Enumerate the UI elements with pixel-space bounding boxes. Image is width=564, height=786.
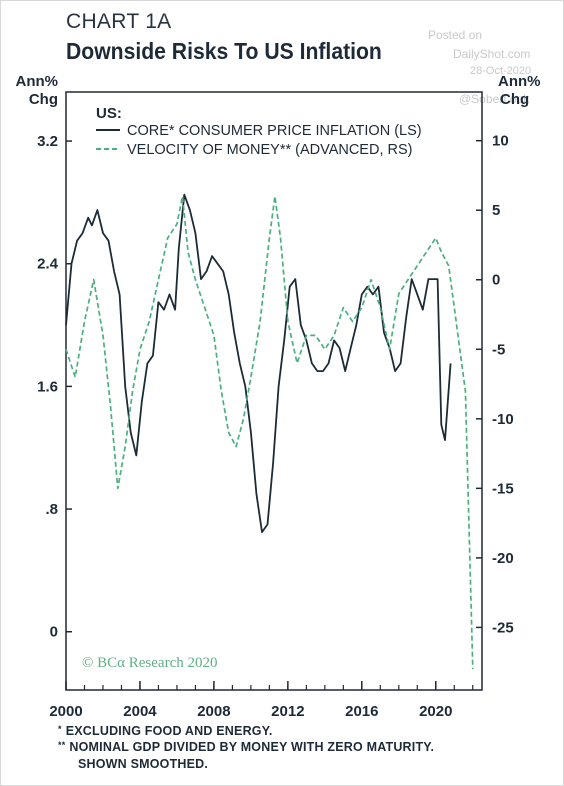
left-axis-tick-label: 1.6 — [37, 378, 58, 395]
chart-number-label: CHART 1A — [66, 10, 172, 33]
right-axis-tick-label: -5 — [492, 341, 505, 358]
x-axis-tick-label: 2004 — [123, 703, 157, 720]
series-line-core-cpi — [65, 193, 452, 533]
right-axis-tick-label: 5 — [492, 202, 500, 219]
left-axis-tick-label: .8 — [45, 501, 58, 518]
plot-area-border — [65, 91, 483, 691]
footnote-1: * EXCLUDING FOOD AND ENERGY. — [58, 724, 273, 738]
right-axis-tick-label: -20 — [492, 550, 514, 567]
right-axis-unit-label-line1: Ann% — [498, 73, 541, 90]
footnote-2: ** NOMINAL GDP DIVIDED BY MONEY WITH ZERO… — [58, 740, 434, 754]
footnote-2-text-line1: NOMINAL GDP DIVIDED BY MONEY WITH ZERO M… — [69, 740, 435, 754]
footnote-1-marker: * — [58, 724, 62, 734]
right-axis-tick-label: -25 — [492, 619, 514, 636]
right-axis-tick-label: -10 — [492, 411, 514, 428]
left-axis-unit-label-line1: Ann% — [16, 73, 59, 90]
legend-core-label: CORE* CONSUMER PRICE INFLATION (LS) — [127, 123, 422, 139]
footnote-2-text-line2: SHOWN SMOOTHED. — [78, 757, 209, 771]
x-axis-tick-label: 2016 — [345, 703, 378, 720]
source-note: © BCα Research 2020 — [82, 655, 217, 671]
x-axis-tick-label: 2012 — [271, 703, 304, 720]
legend-velocity-label: VELOCITY OF MONEY** (ADVANCED, RS) — [127, 142, 412, 158]
watermark-handle: @SoberLook — [459, 92, 530, 106]
footnote-2-continued: SHOWN SMOOTHED. — [78, 757, 208, 771]
footnote-1-text: EXCLUDING FOOD AND ENERGY. — [65, 724, 273, 738]
left-axis-tick-label: 0 — [50, 624, 58, 641]
left-axis-tick-label: 2.4 — [37, 256, 59, 273]
right-axis-tick-label: -15 — [492, 480, 514, 497]
watermark-site: DailyShot.com — [453, 47, 531, 61]
footnote-2-marker: ** — [58, 740, 66, 750]
right-axis-tick-label: 10 — [492, 133, 509, 150]
watermark-date: 28-Oct-2020 — [470, 65, 532, 77]
legend-header: US: — [96, 105, 122, 122]
x-axis-tick-label: 2000 — [49, 703, 82, 720]
left-axis-unit-label-line2: Chg — [29, 91, 58, 108]
watermark-posted-on: Posted on — [428, 28, 483, 42]
x-axis-tick-label: 2008 — [197, 703, 230, 720]
series-line-velocity-of-money — [65, 195, 474, 670]
right-axis-tick-label: 0 — [492, 272, 500, 289]
right-axis-unit-label-line2: Chg — [500, 91, 529, 108]
left-axis-tick-label: 3.2 — [37, 133, 58, 150]
chart-title: Downside Risks To US Inflation — [66, 38, 382, 64]
x-axis-tick-label: 2020 — [419, 703, 452, 720]
